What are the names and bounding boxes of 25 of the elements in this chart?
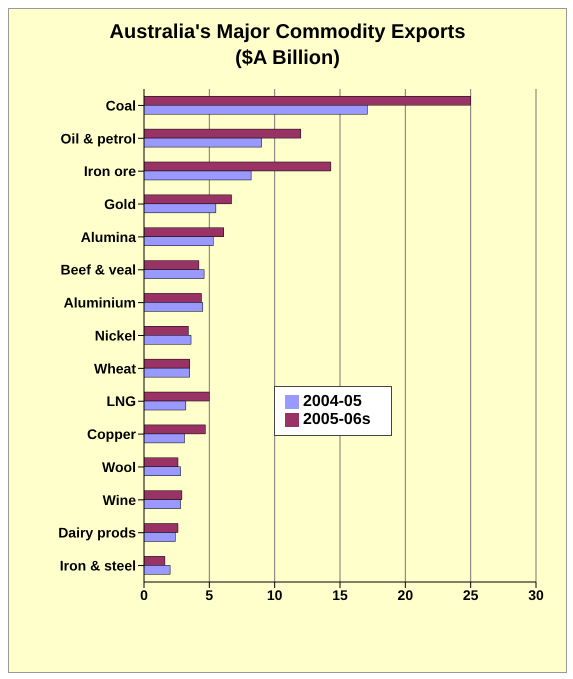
y-tick-label: Wine bbox=[102, 492, 136, 508]
x-tick-label: 15 bbox=[332, 586, 348, 603]
y-tick-label: Dairy prods bbox=[58, 524, 136, 541]
y-tick-label: Coal bbox=[106, 97, 136, 114]
legend-label: 2004-05 bbox=[303, 393, 362, 410]
y-tick-label: LNG bbox=[106, 393, 136, 410]
legend-label: 2005-06s bbox=[303, 411, 371, 428]
y-tick-label: Oil & petrol bbox=[60, 130, 136, 146]
y-tick-label: Iron ore bbox=[84, 163, 136, 180]
y-tick-label: Wool bbox=[102, 458, 136, 475]
y-tick-label: Beef & veal bbox=[60, 262, 136, 278]
x-tick-label: 25 bbox=[462, 586, 479, 603]
y-tick-label: Iron & steel bbox=[60, 558, 136, 574]
x-tick-label: 30 bbox=[528, 586, 544, 603]
y-tick-label: Wheat bbox=[94, 360, 136, 376]
x-tick-label: 0 bbox=[140, 586, 148, 603]
y-tick-label: Aluminium bbox=[64, 294, 136, 311]
y-tick-label: Gold bbox=[104, 196, 136, 212]
x-tick-label: 10 bbox=[266, 586, 283, 603]
x-tick-label: 20 bbox=[398, 586, 414, 603]
y-tick-label: Alumina bbox=[80, 228, 136, 245]
x-tick-label: 5 bbox=[205, 586, 214, 603]
chart-title: Australia's Major Commodity Exports ($A Billion) bbox=[108, 20, 466, 71]
y-tick-label: Nickel bbox=[94, 327, 136, 344]
y-tick-label: Copper bbox=[87, 426, 137, 442]
